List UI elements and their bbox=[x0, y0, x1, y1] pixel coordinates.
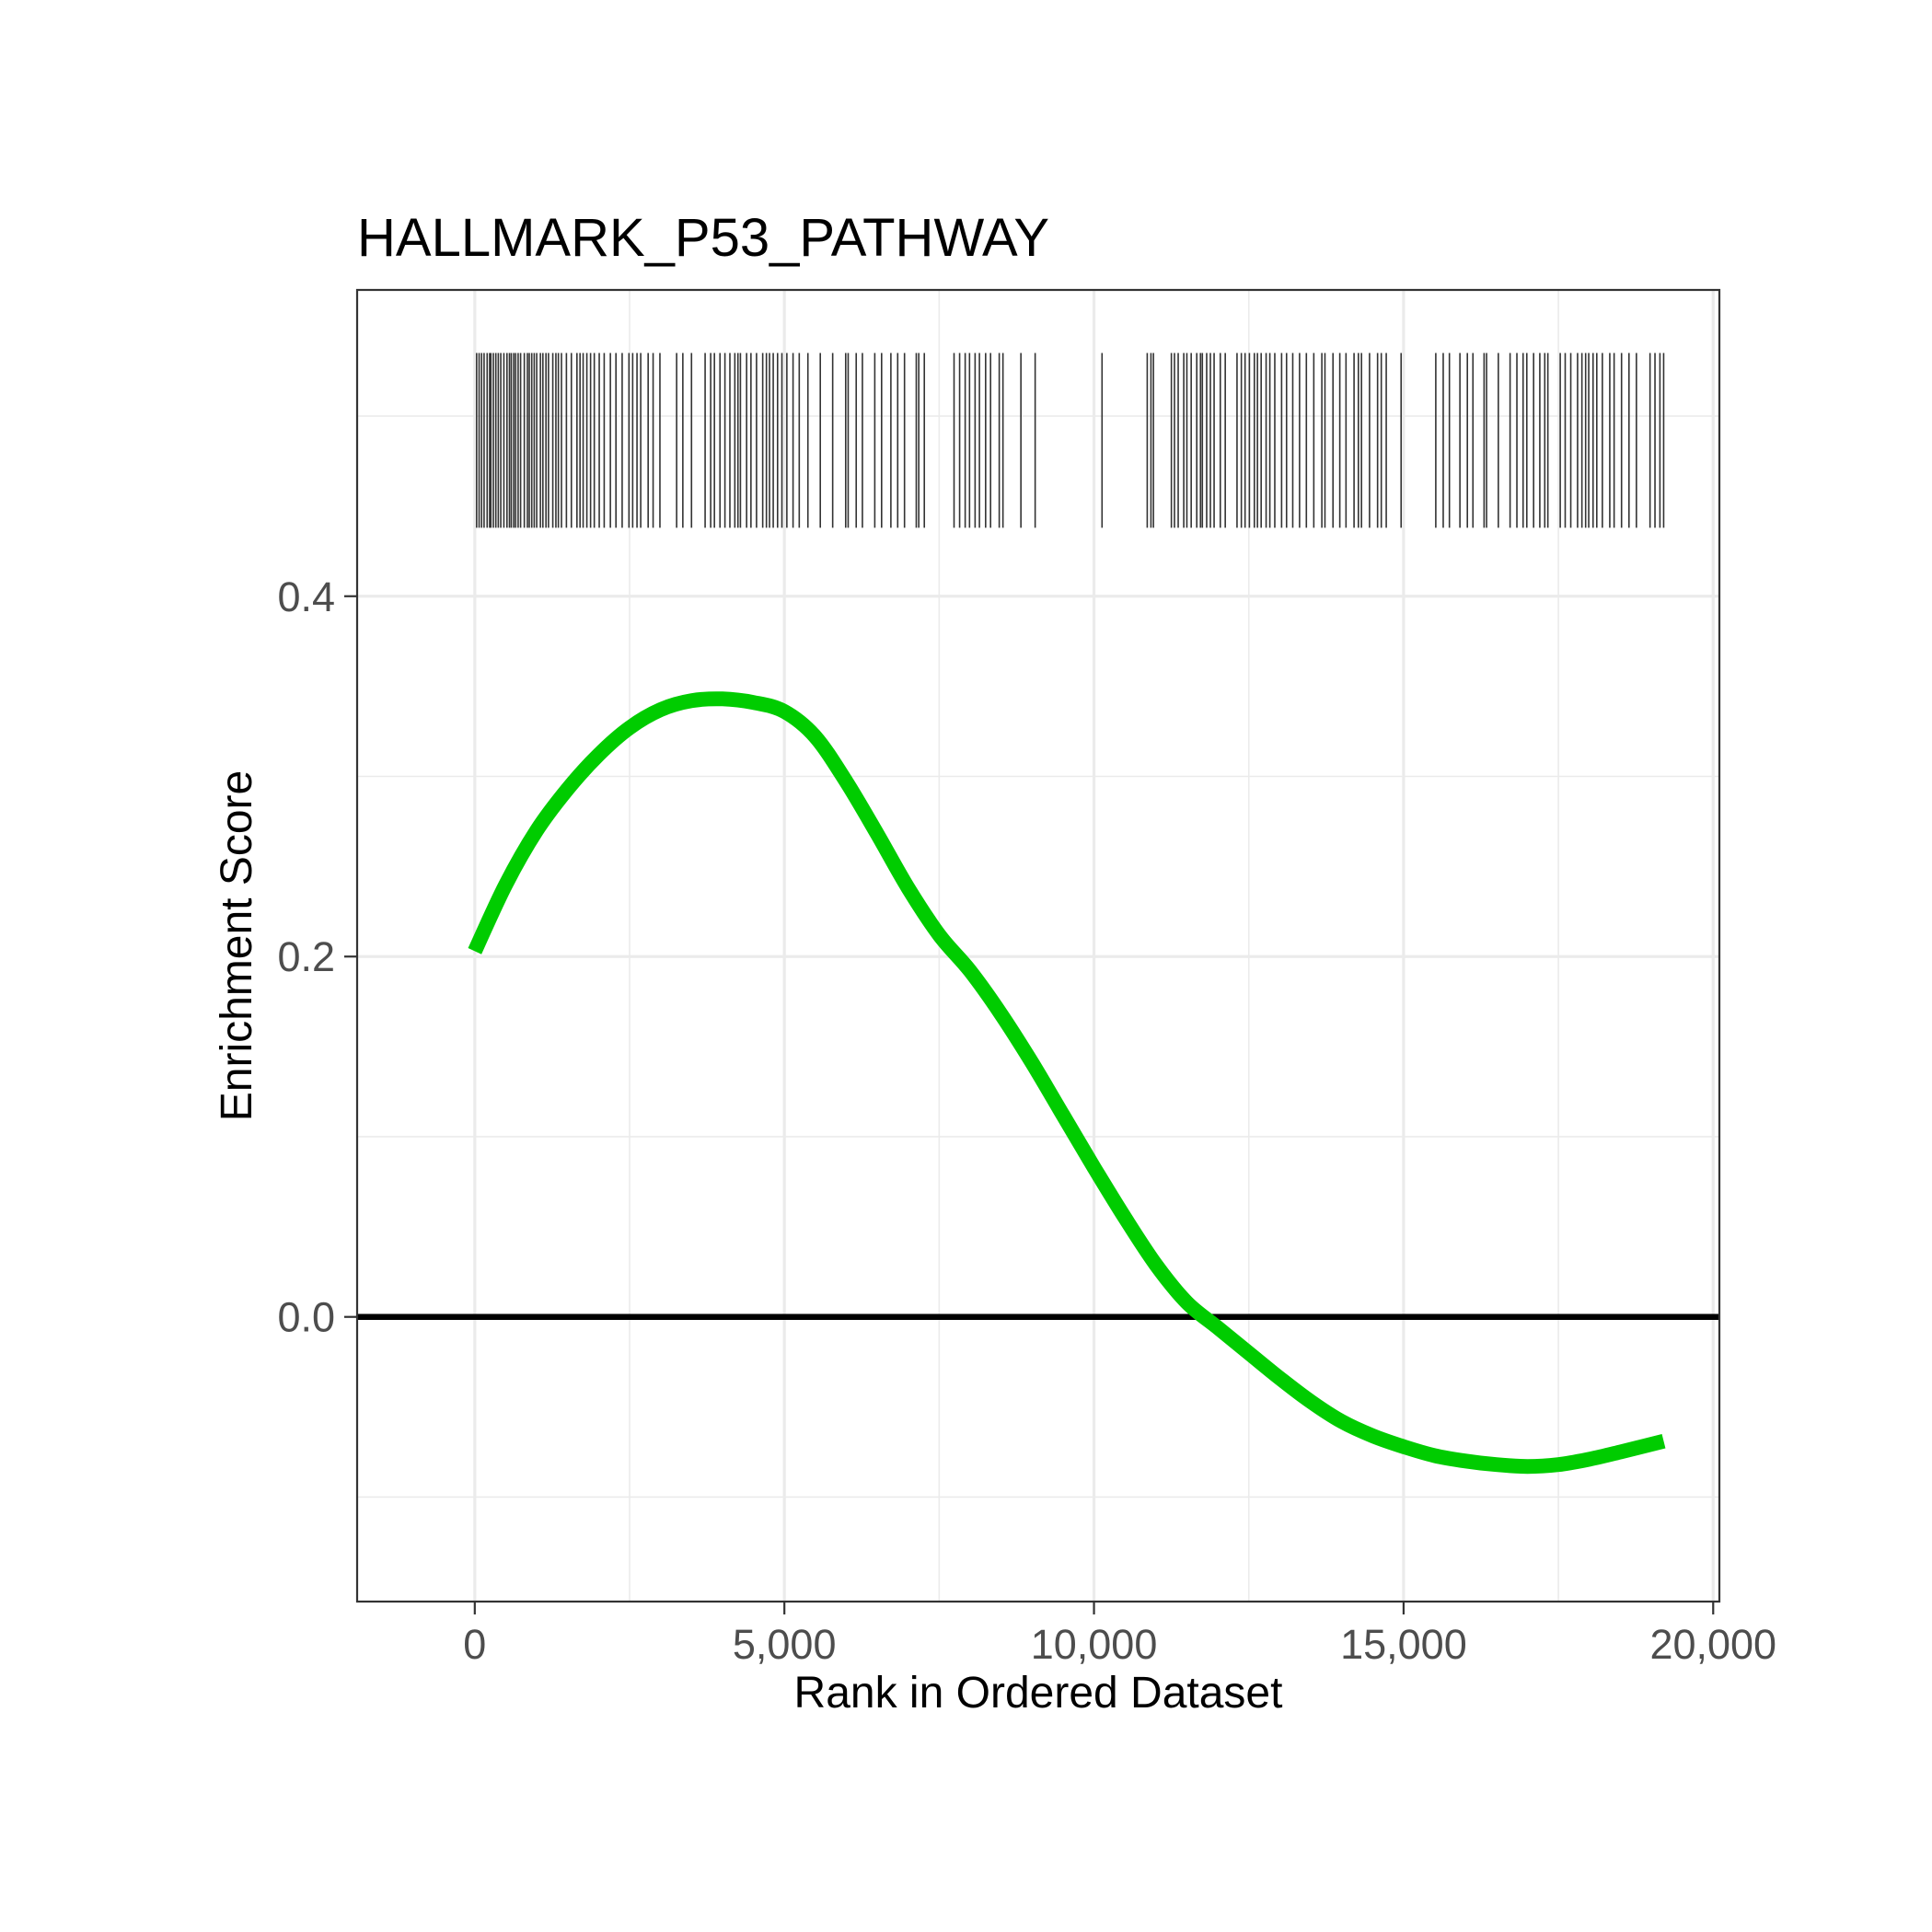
x-tick-label: 5,000 bbox=[733, 1621, 837, 1668]
plot-border bbox=[355, 288, 1721, 1603]
y-tick-label: 0.2 bbox=[277, 933, 335, 980]
y-axis: 0.0 0.2 0.4 bbox=[277, 573, 357, 1341]
chart-title: HALLMARK_P53_PATHWAY bbox=[357, 208, 1049, 268]
x-tick-label: 10,000 bbox=[1031, 1621, 1158, 1668]
gene-hit-rug bbox=[476, 353, 1665, 528]
x-axis-title: Rank in Ordered Dataset bbox=[794, 1669, 1283, 1718]
y-axis-title: Enrichment Score bbox=[213, 770, 261, 1122]
plot-panel bbox=[357, 290, 1719, 1602]
enrichment-score-curve bbox=[468, 691, 1666, 1475]
y-tick-label: 0.0 bbox=[277, 1294, 335, 1341]
x-axis: 0 5,000 10,000 15,000 20,000 bbox=[463, 1602, 1776, 1668]
y-tick-label: 0.4 bbox=[277, 573, 335, 620]
x-tick-label: 15,000 bbox=[1340, 1621, 1467, 1668]
x-tick-label: 20,000 bbox=[1649, 1621, 1776, 1668]
x-tick-label: 0 bbox=[463, 1621, 486, 1668]
